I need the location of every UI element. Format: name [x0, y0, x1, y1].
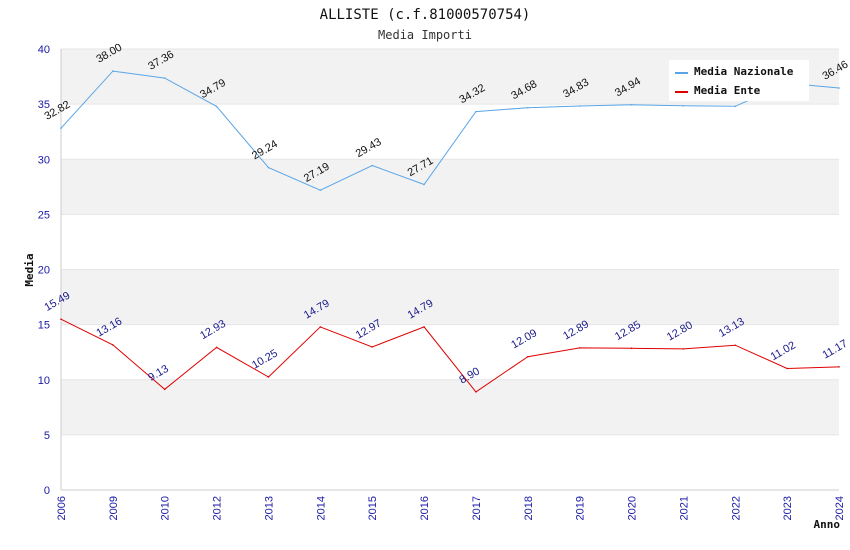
data-point [60, 127, 62, 129]
data-point [112, 344, 114, 346]
x-tick-label: 2018 [523, 496, 535, 520]
data-point [267, 376, 270, 378]
data-point [163, 77, 166, 79]
y-ticks: 0 5 10 15 20 25 30 35 40 [38, 44, 50, 497]
x-ticks: 2006 2009 2010 2012 2013 2014 2015 2016 2017 2018… [56, 496, 846, 520]
x-tick-label: 2012 [212, 496, 224, 520]
data-point [527, 355, 529, 358]
x-tick-label: 2006 [56, 496, 68, 520]
legend-label-media-nazionale: Media Nazionale [694, 65, 794, 78]
y-tick-label: 15 [38, 320, 50, 332]
y-tick-label: 35 [38, 99, 50, 111]
data-point [475, 391, 477, 393]
x-tick-label: 2022 [730, 496, 742, 520]
x-tick-label: 2014 [315, 496, 327, 520]
x-tick-label: 2009 [108, 496, 120, 520]
axes [60, 49, 839, 491]
series-line-media-ente [60, 318, 840, 393]
data-point [682, 348, 685, 350]
data-point [786, 367, 788, 370]
legend-label-media-ente: Media Ente [694, 84, 761, 97]
y-axis-label: Media [23, 253, 36, 286]
y-tick-label: 10 [38, 375, 50, 387]
y-tick-label: 20 [38, 265, 50, 277]
legend: Media Nazionale Media Ente [669, 60, 809, 101]
data-point [319, 326, 322, 328]
x-tick-label: 2023 [782, 496, 794, 520]
x-tick-label: 2019 [575, 496, 587, 520]
data-point [371, 164, 374, 167]
x-tick-label: 2020 [627, 496, 639, 520]
legend-box [669, 60, 809, 101]
x-tick-label: 2010 [160, 496, 172, 520]
y-tick-label: 40 [38, 44, 50, 56]
grid-band [61, 379, 839, 435]
grid-band [61, 324, 839, 380]
data-point [734, 105, 737, 108]
data-point [734, 344, 737, 347]
data-point [319, 189, 322, 192]
data-point [630, 103, 633, 106]
data-point [527, 106, 529, 109]
y-tick-label: 5 [44, 430, 50, 442]
data-point [838, 366, 840, 368]
data-point [267, 166, 270, 169]
x-tick-label: 2016 [419, 496, 431, 520]
y-tick-label: 0 [44, 485, 50, 497]
data-point [60, 318, 62, 321]
series-lines [60, 70, 840, 393]
data-point [682, 104, 685, 107]
data-point [371, 346, 374, 348]
grid-band [61, 269, 839, 325]
x-tick-label: 2013 [263, 496, 275, 520]
x-tick-label: 2024 [834, 496, 846, 520]
data-point [163, 388, 166, 391]
grid-bands [61, 49, 839, 490]
data-point [215, 105, 218, 108]
grid-band [61, 434, 839, 490]
data-point [578, 347, 581, 349]
data-point [578, 105, 581, 107]
data-point [112, 70, 114, 72]
data-point [423, 326, 425, 328]
data-point [215, 346, 218, 349]
data-point [838, 87, 840, 89]
chart-title: ALLISTE (c.f.81000570754) [320, 7, 531, 23]
y-tick-label: 25 [38, 209, 50, 221]
y-tick-label: 30 [38, 154, 50, 166]
grid-band [61, 104, 839, 160]
x-tick-label: 2017 [471, 496, 483, 520]
data-point [423, 183, 425, 186]
data-point [630, 347, 633, 350]
x-tick-label: 2021 [678, 496, 690, 520]
series-line-media-nazionale [60, 70, 840, 191]
x-axis-label: Anno [814, 518, 841, 531]
data-point [475, 110, 477, 113]
chart-subtitle: Media Importi [378, 28, 472, 42]
grid-band [61, 214, 839, 270]
x-tick-label: 2015 [367, 496, 379, 520]
grid-band [61, 159, 839, 215]
